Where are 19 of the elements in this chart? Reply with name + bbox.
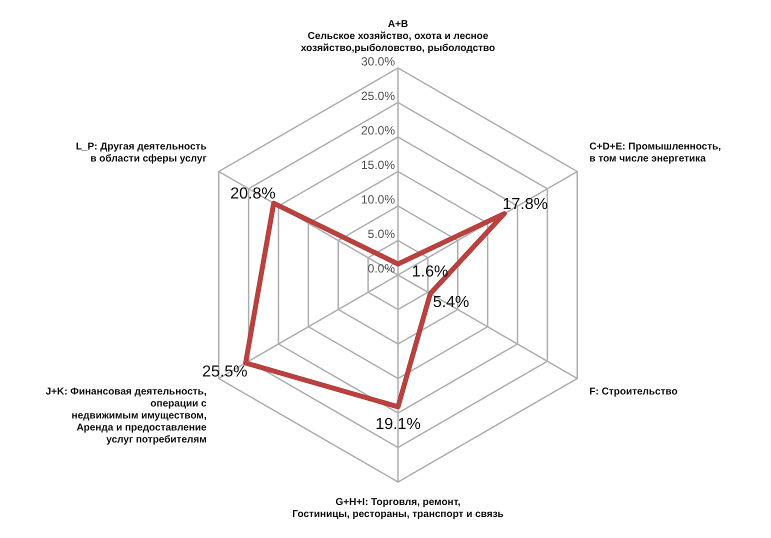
data-label: 5.4% (432, 294, 470, 312)
spoke-label: F: Строительство (589, 386, 678, 398)
y-tick-label: 25.0% (360, 88, 396, 103)
y-tick-label: 0.0% (368, 261, 396, 276)
y-tick-label: 30.0% (360, 54, 396, 68)
y-tick-label: 10.0% (360, 192, 396, 206)
spoke-label: A+B Сельское хозяйство, охота и лесное хозяйство,рыболовство, рыболодство (300, 18, 496, 54)
spoke-label: J+K: Финансовая деятельность, операции с недвижимым имуществом, Аренда и предоставление услуг потребителям (46, 386, 208, 446)
y-tick-label: 20.0% (360, 123, 396, 138)
data-label: 20.8% (230, 186, 276, 203)
data-label: 17.8% (502, 196, 548, 213)
y-tick-label: 15.0% (360, 158, 396, 172)
spoke-label: G+H+I: Торговля, ремонт, Гостиницы, рестораны, транспорт и связь (292, 496, 504, 520)
spoke-label: C+D+E: Промышленность, в том числе энергетика (589, 141, 722, 164)
y-tick-label: 5.0% (368, 226, 396, 241)
data-label: 1.6% (412, 263, 448, 280)
spoke-label: L_P: Другая деятельность в области сферы услуг (76, 141, 207, 164)
data-label: 19.1% (375, 416, 421, 434)
data-label: 25.5% (202, 363, 248, 380)
